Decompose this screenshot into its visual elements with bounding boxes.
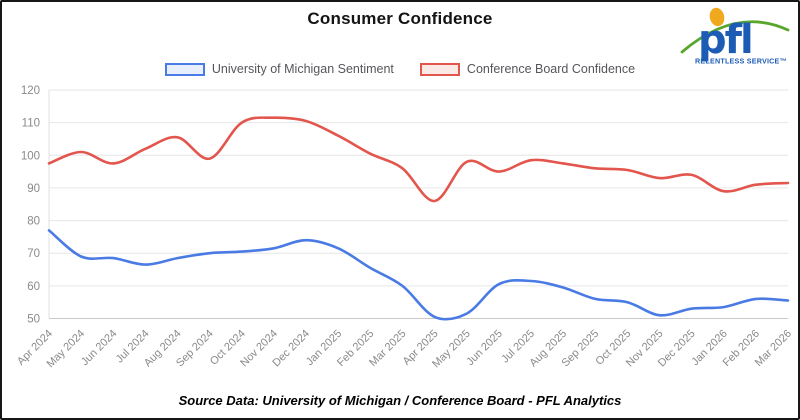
- logo-arc: [680, 20, 790, 54]
- y-axis-tick-label: 60: [27, 281, 40, 293]
- legend-swatch-conference-board: [419, 62, 460, 76]
- logo-tagline: RELENTLESS SERVICE™: [695, 57, 787, 66]
- x-axis-tick-label: Jun 2024: [79, 328, 119, 368]
- logo-sun-dot-icon: [709, 7, 725, 27]
- y-axis-tick-label: 100: [21, 150, 40, 162]
- y-axis-tick-label: 120: [21, 85, 40, 97]
- legend-item-michigan-sentiment[interactable]: University of Michigan Sentiment: [164, 62, 394, 76]
- legend-label-conference-board: Conference Board Confidence: [466, 62, 636, 76]
- chart-legend: University of Michigan Sentiment Confere…: [2, 62, 798, 76]
- series-line-university-of-michigan-sentiment: [47, 229, 790, 321]
- logo-wordmark: pfl: [698, 17, 752, 63]
- source-attribution: Source Data: University of Michigan / Co…: [178, 393, 622, 408]
- y-axis-tick-label: 50: [27, 314, 40, 326]
- series-line-conference-board-confidence: [47, 116, 790, 203]
- x-axis-tick-label: Jun 2025: [464, 328, 504, 368]
- legend-swatch-michigan: [164, 62, 205, 76]
- y-axis-tick-label: 110: [22, 118, 40, 130]
- pfl-logo: pfl RELENTLESS SERVICE™: [680, 6, 790, 66]
- y-axis-tick-label: 70: [27, 248, 40, 260]
- y-axis-tick-label: 90: [27, 183, 40, 195]
- y-axis-tick-label: 80: [27, 216, 40, 228]
- legend-item-conference-board[interactable]: Conference Board Confidence: [419, 62, 636, 76]
- chart-title: Consumer Confidence: [307, 9, 493, 28]
- legend-label-michigan: University of Michigan Sentiment: [211, 62, 394, 76]
